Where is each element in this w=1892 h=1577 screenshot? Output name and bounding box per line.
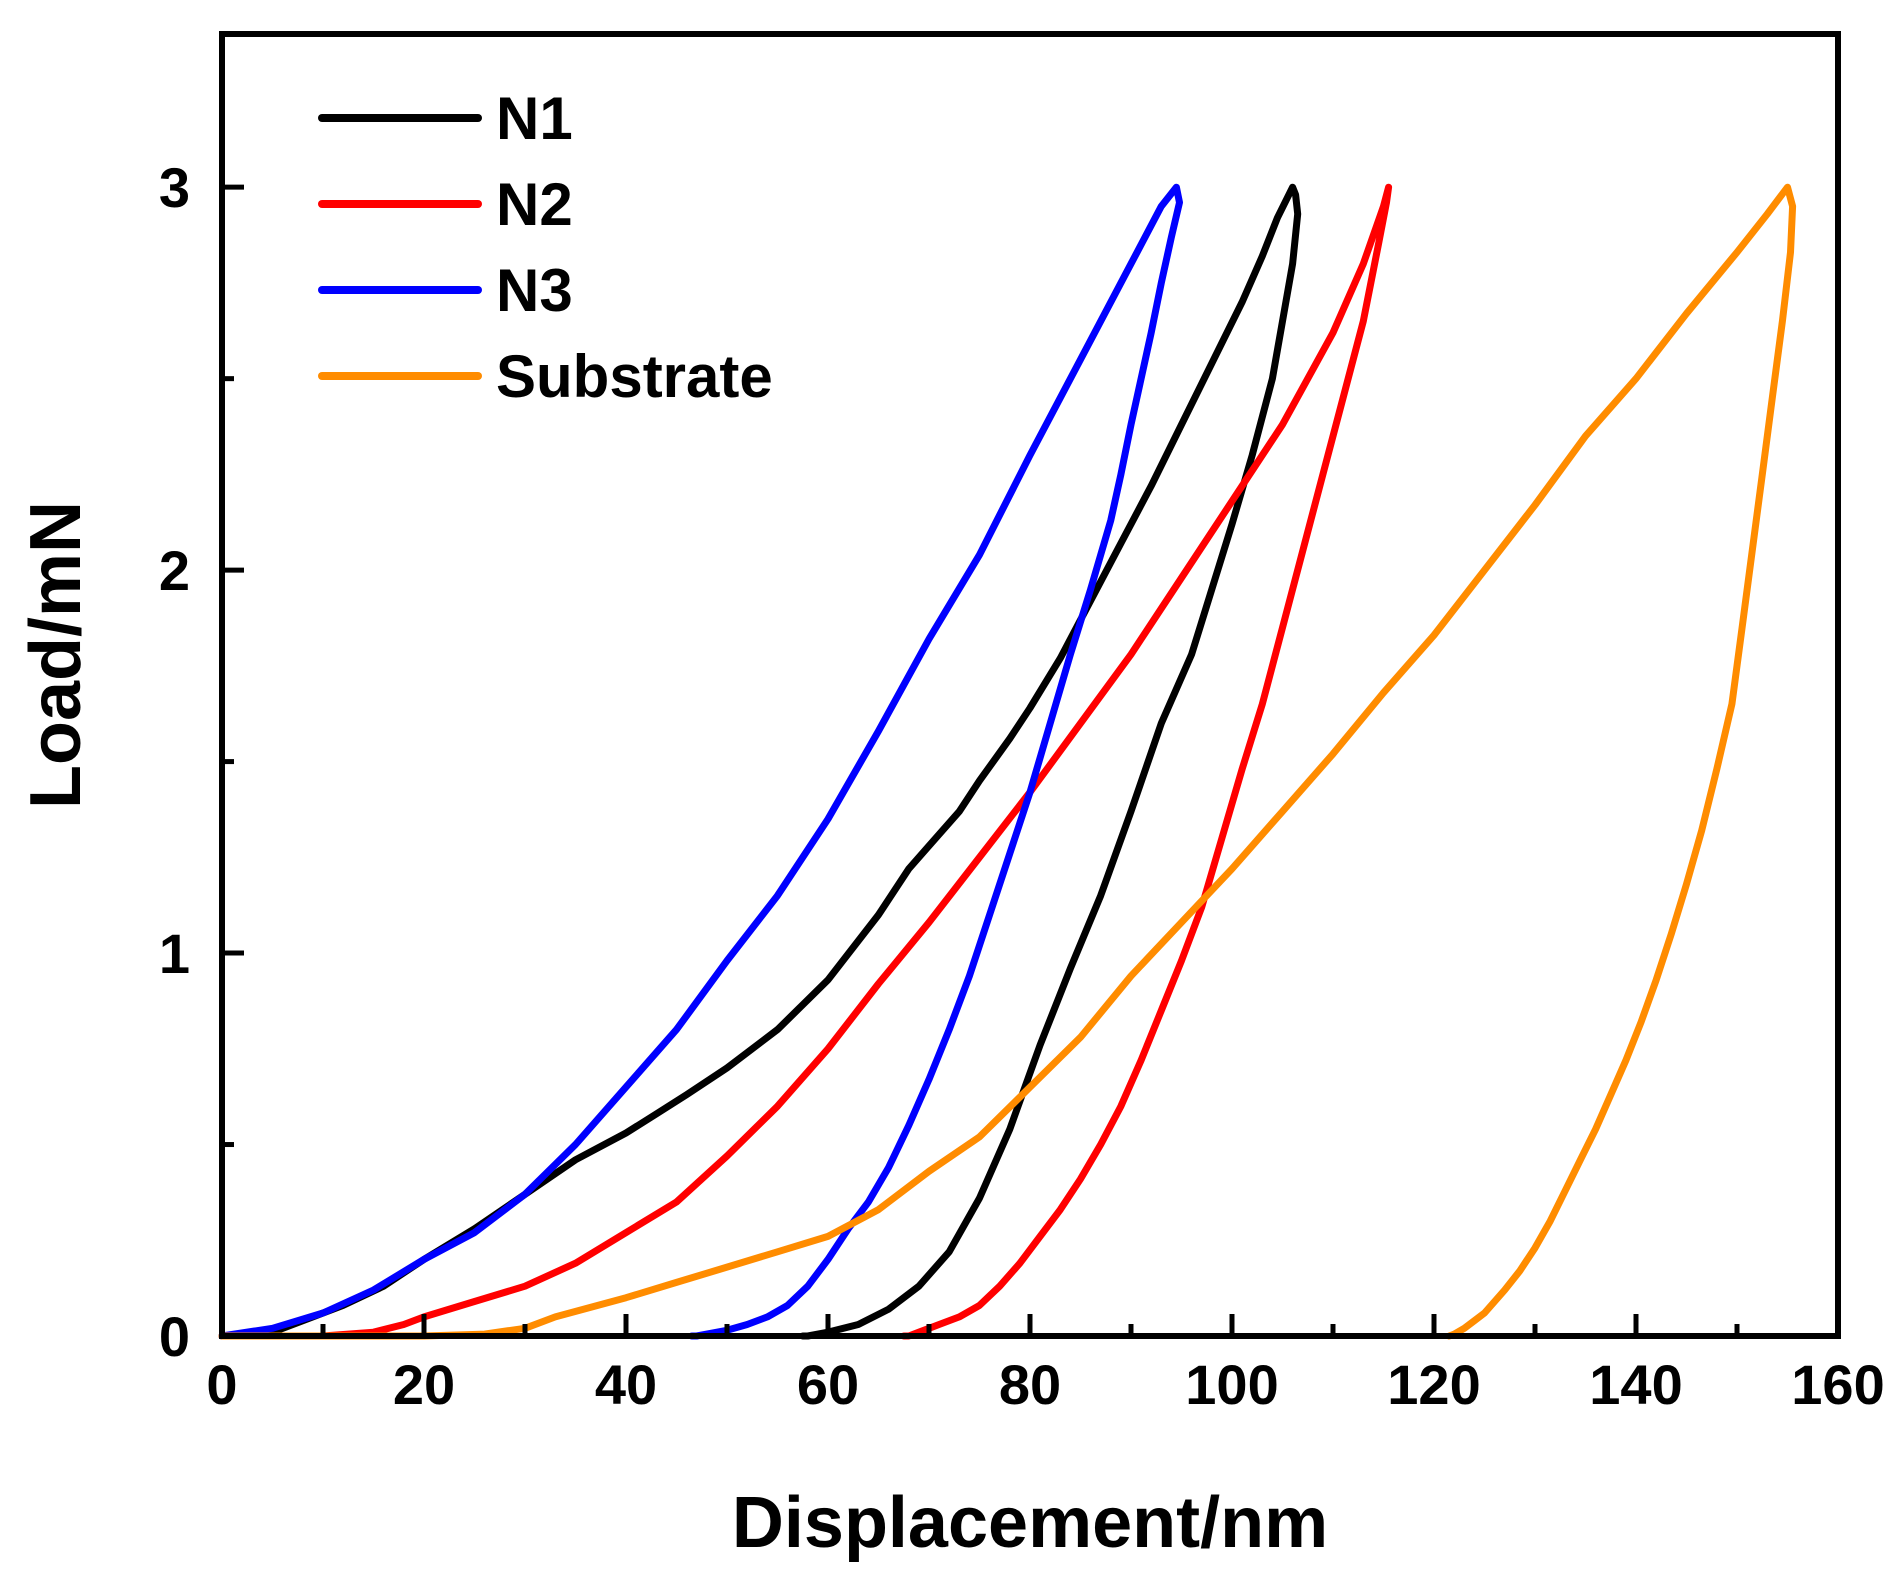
x-axis-title: Displacement/nm [732,1483,1328,1563]
x-tick-label: 0 [206,1353,237,1416]
x-tick-label: 100 [1185,1353,1278,1416]
y-tick-label: 3 [159,156,190,219]
legend-label-n3: N3 [496,257,573,324]
x-tick-label: 160 [1791,1353,1884,1416]
x-tick-label: 80 [999,1353,1061,1416]
legend-label-n2: N2 [496,171,573,238]
tick-layer: 0 20 40 60 80 100 120 140 160 0 1 2 3 [159,156,1885,1416]
y-tick-label: 1 [159,922,190,985]
x-tick-label: 140 [1589,1353,1682,1416]
series-line-n1 [218,183,1302,1340]
legend-label-substrate: Substrate [496,343,773,410]
x-tick-label: 40 [595,1353,657,1416]
series-line-n2 [218,183,1393,1340]
x-tick-label: 20 [393,1353,455,1416]
y-tick-label: 2 [159,539,190,602]
y-axis-title: Load/mN [16,501,96,809]
series-line-substrate [218,183,1797,1340]
series-layer [218,183,1797,1340]
x-tick-label: 120 [1387,1353,1480,1416]
y-tick-label: 0 [159,1305,190,1368]
legend: N1 N2 N3 Substrate [318,85,773,410]
x-tick-label: 60 [797,1353,859,1416]
series-line-n3 [218,183,1183,1340]
legend-label-n1: N1 [496,85,573,152]
